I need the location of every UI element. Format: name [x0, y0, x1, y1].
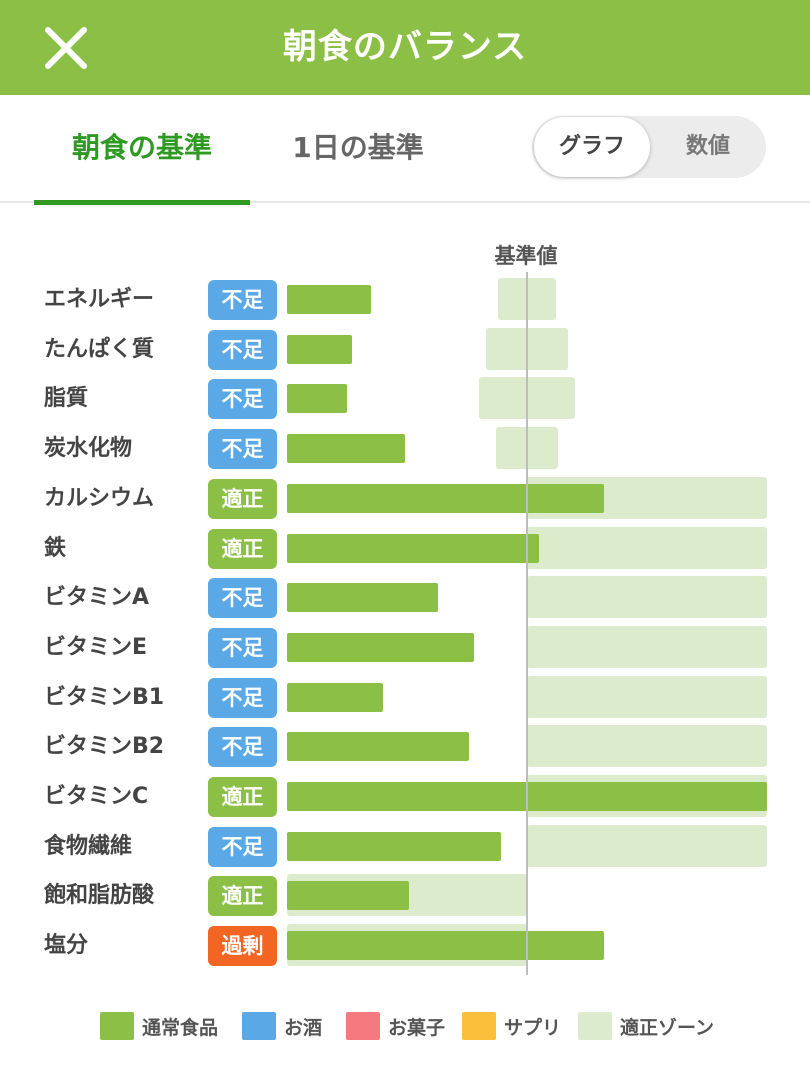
page-title: 朝食のバランス	[282, 27, 528, 67]
intake-bar	[287, 285, 371, 314]
legend-item: 適正ゾーン	[578, 1008, 714, 1044]
nutrient-label: たんぱく質	[44, 336, 155, 362]
nutrient-label: エネルギー	[44, 287, 155, 312]
status-badge: 不足	[208, 379, 277, 420]
status-badge: 過剰	[208, 926, 277, 967]
legend-swatch	[578, 1012, 612, 1040]
reference-line	[526, 272, 528, 975]
nutrient-row: ビタミンB2 不足	[0, 725, 810, 769]
intake-bar	[287, 831, 501, 861]
legend-label: お酒	[284, 1016, 323, 1039]
nutrient-row: カルシウム 適正	[0, 476, 810, 521]
nutrient-label: 脂質	[44, 386, 89, 412]
nutrient-label: 塩分	[44, 933, 89, 959]
legend-swatch	[462, 1012, 496, 1040]
appropriate-zone	[527, 526, 767, 569]
appropriate-zone	[527, 576, 767, 619]
nutrient-label: 食物繊維	[44, 833, 133, 859]
legend-label: 適正ゾーン	[620, 1016, 715, 1039]
status-badge: 適正	[208, 777, 277, 817]
nutrient-label: 鉄	[44, 535, 67, 561]
legend-swatch	[346, 1012, 380, 1040]
tab-bar: 朝食の基準 1日の基準 グラフ 数値	[0, 95, 810, 205]
legend-item: 通常食品	[100, 1008, 218, 1044]
nutrient-label: ビタミンA	[44, 585, 150, 611]
appropriate-zone	[527, 725, 767, 768]
nutrient-label: 飽和脂肪酸	[44, 883, 155, 909]
intake-bar	[287, 931, 604, 961]
chart-legend: 通常食品 お酒 お菓子 サプリ 適正ゾーン	[0, 1008, 810, 1048]
nutrient-row: 脂質 不足	[0, 377, 810, 421]
status-badge: 不足	[208, 280, 277, 320]
reference-label: 基準値	[494, 244, 558, 268]
intake-bar	[287, 583, 439, 613]
status-badge: 不足	[208, 329, 277, 370]
intake-bar	[287, 632, 475, 662]
nutrient-row: 炭水化物 不足	[0, 427, 810, 471]
nutrient-row: 飽和脂肪酸 適正	[0, 874, 810, 918]
status-badge: 不足	[208, 677, 277, 718]
legend-label: お菓子	[388, 1016, 446, 1039]
nutrient-row: エネルギー 不足	[0, 278, 810, 322]
close-button[interactable]	[40, 22, 92, 74]
nutrient-label: ビタミンC	[44, 784, 149, 809]
legend-item: サプリ	[462, 1008, 561, 1044]
nutrient-label: ビタミンB1	[44, 684, 165, 710]
view-toggle: グラフ 数値	[532, 116, 766, 178]
status-badge: 適正	[208, 478, 277, 519]
nutrient-row: 食物繊維 不足	[0, 824, 810, 869]
intake-bar	[287, 881, 410, 911]
nutrient-row: たんぱく質 不足	[0, 327, 810, 372]
legend-label: 通常食品	[142, 1016, 219, 1039]
intake-bar	[287, 434, 405, 464]
status-badge: 不足	[208, 578, 277, 619]
status-badge: 適正	[208, 876, 277, 917]
status-badge: 不足	[208, 826, 277, 867]
legend-label: サプリ	[504, 1016, 562, 1039]
nutrient-row: ビタミンC 適正	[0, 775, 810, 819]
nutrient-row: ビタミンE 不足	[0, 625, 810, 670]
status-badge: 不足	[208, 627, 277, 668]
intake-bar	[287, 732, 470, 762]
nutrient-label: カルシウム	[44, 485, 155, 511]
intake-bar	[287, 334, 352, 364]
tab-breakfast-standard[interactable]: 朝食の基準	[34, 95, 250, 205]
status-badge: 不足	[208, 429, 277, 470]
appropriate-zone	[527, 675, 767, 718]
intake-bar	[287, 682, 383, 712]
legend-item: お酒	[242, 1008, 322, 1044]
status-badge: 適正	[208, 528, 277, 569]
legend-item: お菓子	[346, 1008, 445, 1044]
nutrient-label: ビタミンB2	[44, 734, 165, 760]
nutrient-balance-chart: 基準値 エネルギー 不足 たんぱく質 不足 脂質 不足 炭水化物 不足 カルシウム 適正鉄適正 ビタ…	[0, 230, 810, 990]
toggle-graph[interactable]: グラフ	[534, 117, 650, 177]
nutrient-row: 塩分 過剰	[0, 924, 810, 968]
appropriate-zone	[527, 625, 767, 668]
appropriate-zone	[527, 824, 767, 867]
intake-bar	[287, 533, 539, 563]
legend-swatch	[100, 1012, 134, 1040]
tab-daily-standard[interactable]: 1日の基準	[292, 131, 424, 164]
intake-bar	[287, 384, 347, 414]
legend-swatch	[242, 1012, 276, 1040]
nutrient-label: 炭水化物	[44, 436, 133, 462]
toggle-values[interactable]: 数値	[685, 134, 730, 159]
status-badge: 不足	[208, 727, 277, 768]
intake-bar	[287, 483, 604, 513]
close-icon	[45, 27, 87, 69]
app-header: 朝食のバランス	[0, 0, 810, 95]
nutrient-row: 鉄 適正	[0, 526, 810, 571]
nutrient-label: ビタミンE	[44, 634, 148, 660]
nutrient-row: ビタミンB1 不足	[0, 675, 810, 720]
nutrient-row: ビタミンA 不足	[0, 576, 810, 620]
